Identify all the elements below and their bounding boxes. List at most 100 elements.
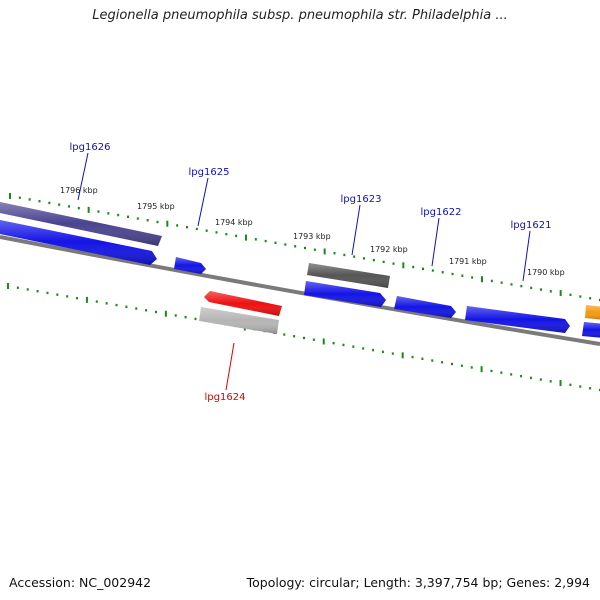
blue-gene-1-shade [0,220,157,265]
minor-tick [352,345,355,348]
minor-tick [431,269,434,272]
minor-tick [549,290,552,293]
minor-tick [500,371,503,374]
kbp-label: 1796 kbp [60,186,98,195]
minor-tick [363,257,365,260]
minor-tick [392,262,395,265]
minor-tick [145,309,148,312]
minor-tick [520,284,523,288]
minor-tick [441,271,444,274]
kbp-label: 1794 kbp [215,218,253,227]
minor-tick [549,380,552,383]
major-tick [245,234,247,241]
minor-tick [451,362,453,366]
minor-tick [589,387,592,390]
major-tick [323,248,326,255]
major-tick [559,290,562,297]
minor-tick [490,369,493,373]
minor-tick [332,342,335,345]
label-leader-lines [77,152,531,391]
minor-tick [68,205,70,208]
map-title: Legionella pneumophila subsp. pneumophil… [92,8,508,23]
minor-tick [235,234,238,238]
minor-tick [184,316,187,319]
kbp-labels: 1796 kbp 1795 kbp 1794 kbp 1793 kbp 1792… [60,186,565,277]
minor-tick [283,333,286,336]
minor-tick [540,288,542,291]
blue-gene-4-shade [394,296,456,318]
major-tick [322,338,325,345]
minor-tick [313,248,316,251]
feature-track [0,202,600,338]
gene-label-lpg1625[interactable]: lpg1625 [189,167,230,178]
major-tick [402,262,405,269]
major-tick [164,310,167,317]
minor-tick [115,303,118,307]
minor-tick [569,293,572,296]
minor-tick [97,210,100,213]
gene-label-lpg1622[interactable]: lpg1622 [421,207,462,218]
accession-info: Accession: NC_002942 [9,575,152,590]
minor-tick [579,385,582,388]
minor-tick [77,206,80,210]
minor-tick [155,310,157,314]
minor-tick [381,350,384,354]
minor-tick [194,317,197,321]
minor-tick [176,224,179,227]
red-gene-lpg1624-shade [204,291,282,316]
minor-tick [156,220,159,224]
blue-gene-5-shade [465,306,570,333]
gene-labels[interactable]: lpg1626 lpg1625 lpg1623 lpg1622 lpg1621 lpg16… [70,142,552,403]
minor-tick [353,255,356,258]
minor-tick [441,361,444,364]
gene-label-lpg1623[interactable]: lpg1623 [341,194,382,205]
minor-tick [333,252,336,255]
minor-tick [135,307,138,310]
major-tick [7,283,9,289]
minor-tick [510,373,513,376]
minor-tick [16,286,19,289]
minor-tick [510,283,513,286]
minor-tick [205,229,208,232]
kbp-label: 1795 kbp [137,202,175,211]
kbp-label: 1790 kbp [527,268,565,277]
genome-backbone [0,235,600,346]
minor-tick [46,291,49,295]
leader-line [225,342,235,391]
minor-tick [342,343,345,347]
minor-tick [125,305,128,308]
minor-tick [589,297,592,300]
minor-tick [66,295,69,298]
minor-tick [382,260,385,264]
minor-tick [431,359,434,362]
minor-tick [500,281,503,284]
minor-tick [254,238,257,241]
minor-tick [76,296,79,300]
gene-label-lpg1621[interactable]: lpg1621 [511,220,552,231]
minor-tick [146,219,149,222]
minor-tick [303,336,305,340]
major-tick [401,352,404,359]
minor-tick [569,383,572,386]
major-tick [559,380,562,387]
kbp-label: 1791 kbp [449,257,487,266]
gene-label-lpg1626[interactable]: lpg1626 [70,142,111,153]
minor-tick [421,357,424,360]
minor-tick [460,364,463,367]
minor-tick [539,378,542,381]
minor-tick [18,196,21,199]
minor-tick [294,245,297,248]
major-tick [87,206,90,213]
minor-tick [284,243,287,246]
minor-tick [293,335,296,338]
minor-tick [117,213,120,217]
minor-tick [274,241,277,244]
major-tick [85,296,88,303]
orange-feature-shade [585,305,600,320]
light-gray-feature-shade [199,307,279,334]
minor-tick [362,347,365,350]
minor-tick [530,286,533,290]
gene-label-lpg1624[interactable]: lpg1624 [205,392,246,403]
minor-tick [26,288,29,291]
